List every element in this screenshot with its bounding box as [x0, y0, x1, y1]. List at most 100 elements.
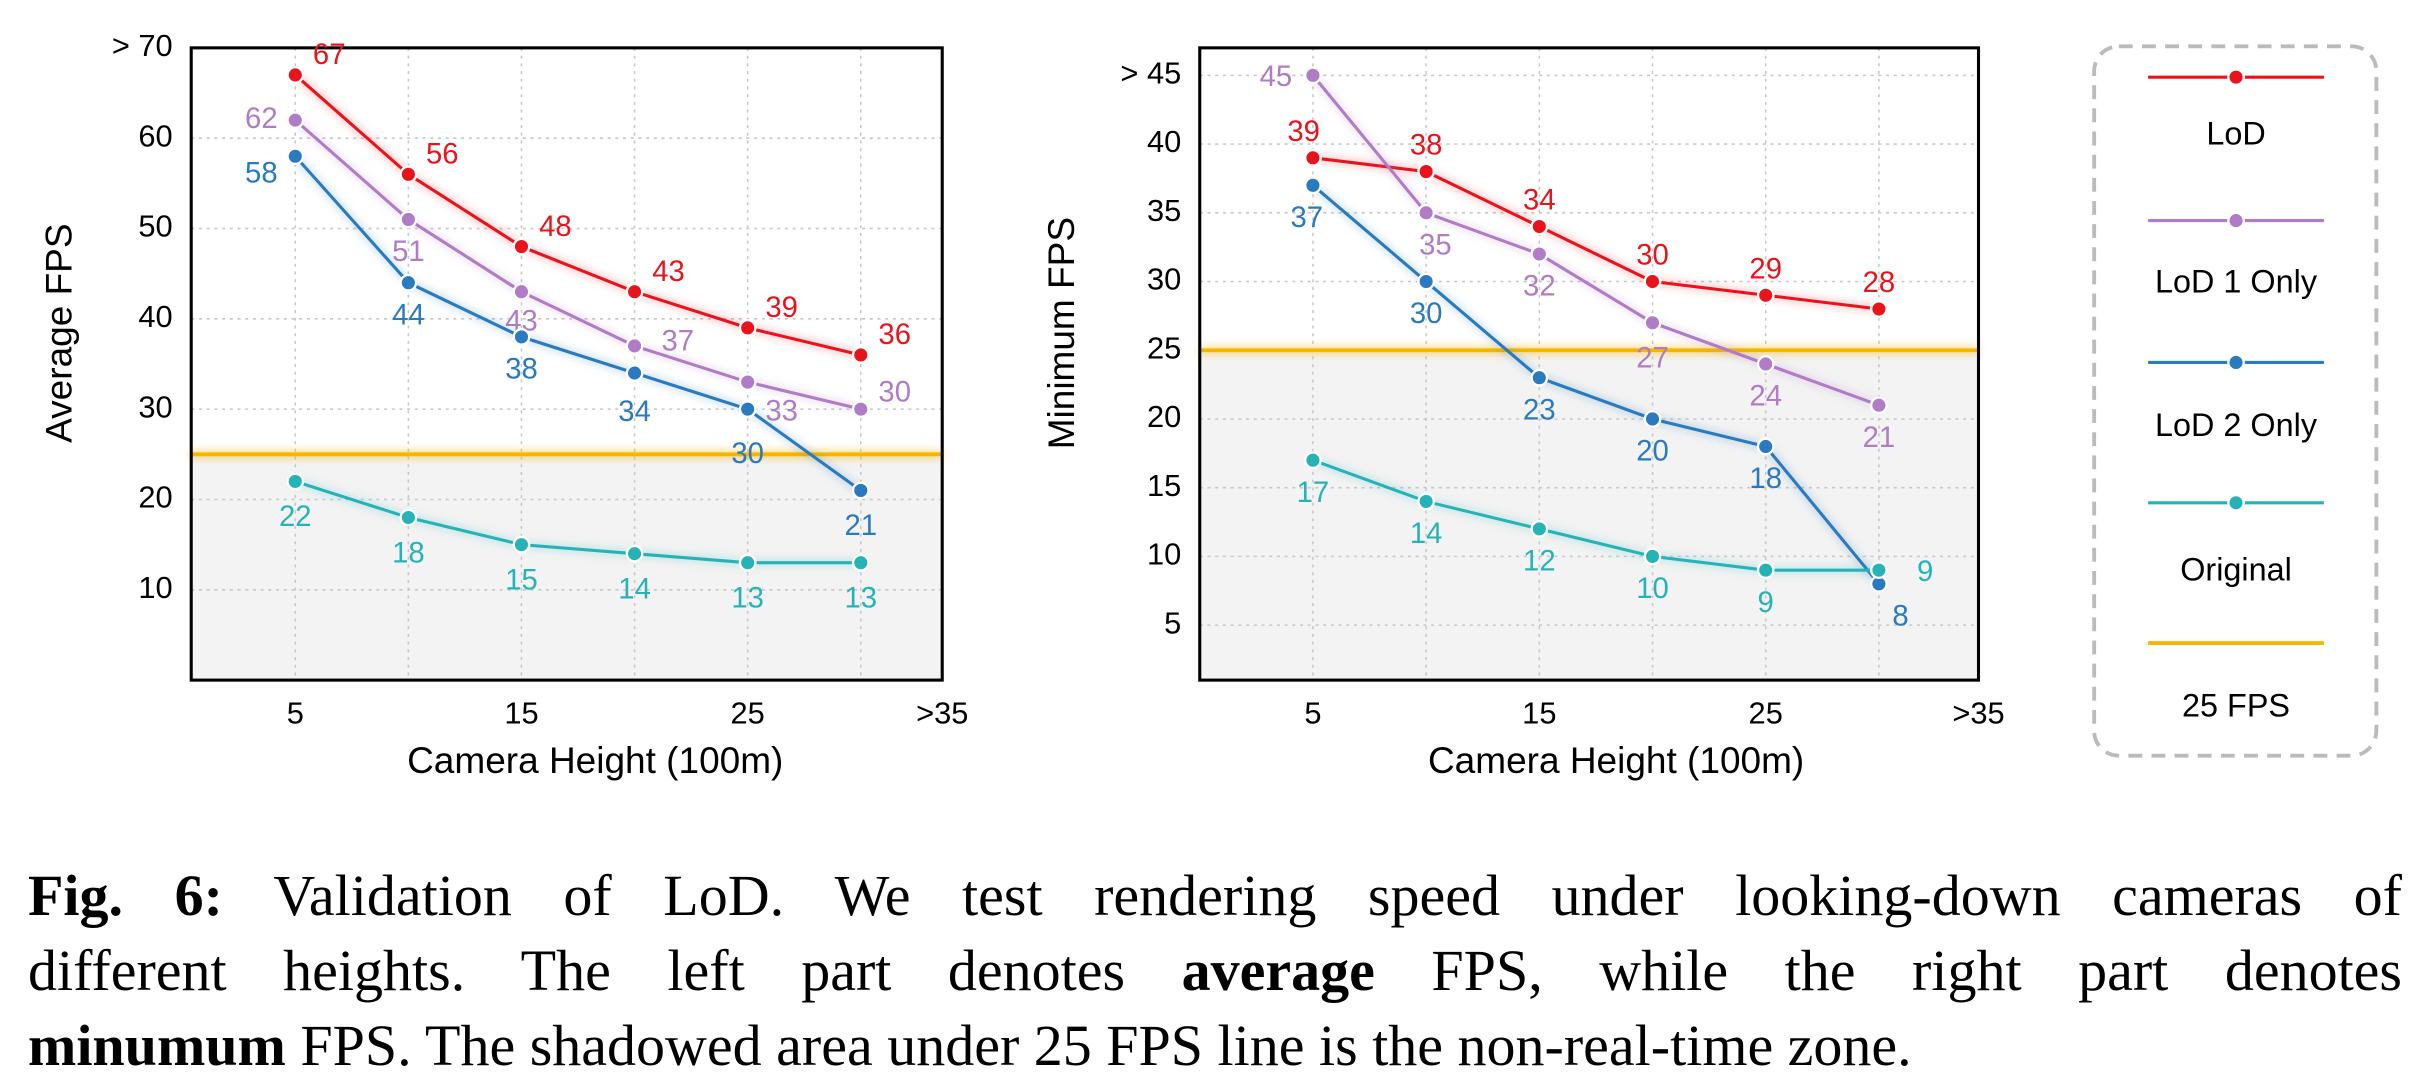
data-point [1304, 176, 1322, 195]
data-label: 39 [765, 291, 798, 324]
data-label: 20 [1636, 435, 1669, 468]
data-label: 37 [1290, 201, 1323, 234]
data-point [512, 535, 531, 554]
y-tick-label: 5 [1164, 605, 1181, 640]
legend-swatch-marker [2227, 493, 2245, 512]
data-label: 34 [1523, 184, 1556, 217]
data-label: 44 [392, 298, 425, 331]
y-tick-label: 50 [138, 209, 172, 244]
legend-swatch-marker [2227, 68, 2245, 87]
y-tick-label: 25 [1147, 330, 1181, 365]
series-line [1312, 458, 1879, 572]
data-point [625, 282, 644, 301]
x-tick-label: 5 [1304, 696, 1321, 731]
y-tick-label: 10 [138, 570, 172, 605]
data-point [851, 346, 870, 364]
y-tick-label: 10 [1147, 537, 1181, 572]
caption-bold: minumum [28, 1013, 286, 1078]
data-point [1530, 217, 1549, 236]
data-label: 18 [1749, 462, 1782, 495]
legend-label: LoD 2 Only [2155, 407, 2318, 443]
data-label: 37 [661, 325, 694, 358]
data-point [399, 210, 418, 229]
caption-text: different heights. The left part denotes [28, 938, 1182, 1003]
x-tick-label: >35 [916, 696, 968, 731]
data-label: 62 [245, 102, 278, 135]
data-point [738, 373, 757, 391]
data-label: 13 [731, 581, 764, 614]
data-point [286, 147, 305, 166]
data-label: 58 [245, 156, 278, 189]
data-label: 14 [1410, 517, 1443, 550]
y-tick-label: 60 [138, 118, 172, 153]
data-point [512, 328, 531, 346]
y-tick-label: 20 [1147, 399, 1181, 434]
legend-label: 25 FPS [2182, 687, 2290, 723]
caption-text: FPS. The shadowed area under 25 FPS line… [285, 1013, 1912, 1078]
data-label: 21 [1863, 421, 1896, 454]
data-point [1417, 162, 1435, 181]
data-point [399, 508, 418, 527]
y-tick-label: 15 [1147, 468, 1181, 503]
series-line [1311, 184, 1881, 585]
data-label: 56 [426, 138, 459, 171]
data-point [1756, 561, 1775, 580]
data-point [1304, 148, 1322, 167]
data-label: 48 [539, 210, 572, 243]
data-label: 51 [392, 235, 425, 268]
legend-swatch-marker [2227, 353, 2245, 372]
non-real-time-zone [191, 454, 943, 681]
legend-swatch-marker [2227, 211, 2245, 230]
data-point [512, 282, 531, 301]
data-point [1530, 520, 1549, 538]
data-label: 22 [279, 500, 312, 533]
y-tick-label: 40 [138, 299, 172, 334]
data-label: 39 [1287, 115, 1320, 148]
caption-line: Fig. 6: Validation of LoD. We test rende… [28, 858, 2402, 933]
plot: 5 10 15 20 25 30 35 40 > 45 5 15 25 >35 Camera Height… [1040, 46, 2005, 781]
data-label: 24 [1749, 380, 1782, 413]
data-label: 14 [618, 572, 651, 605]
data-label: 29 [1749, 252, 1782, 285]
data-label: 67 [313, 38, 346, 71]
data-label: 30 [731, 437, 764, 470]
data-label: 32 [1523, 270, 1556, 303]
data-point [1870, 561, 1888, 580]
legend-label: LoD 1 Only [2155, 263, 2318, 299]
data-point [1643, 547, 1662, 566]
data-label: 38 [1410, 129, 1443, 162]
data-label: 43 [652, 255, 685, 288]
data-label: 38 [505, 353, 538, 386]
caption-text: Validation of LoD. We test rendering spe… [222, 863, 2402, 928]
data-label: 45 [1260, 60, 1293, 93]
legend-label: Original [2180, 552, 2292, 588]
x-tick-label: >35 [1952, 696, 2004, 731]
data-label: 21 [844, 509, 877, 542]
data-point [625, 337, 644, 355]
data-point [738, 318, 757, 337]
plot-frame [189, 46, 944, 682]
plot-frame [1198, 46, 1981, 682]
data-point [286, 472, 305, 491]
data-label: 12 [1523, 545, 1556, 578]
data-point [1756, 355, 1775, 373]
data-point [1417, 203, 1435, 222]
y-tick-label: 30 [138, 389, 172, 424]
x-tick-label: 15 [504, 696, 538, 731]
data-point [1643, 410, 1662, 428]
series-line [294, 73, 862, 357]
caption: Fig. 6: Validation of LoD. We test rende… [28, 858, 2402, 1083]
caption-line: minumum FPS. The shadowed area under 25 … [28, 1008, 2402, 1083]
data-label: 36 [878, 318, 911, 351]
series-line [1311, 74, 1880, 407]
data-point [399, 273, 418, 292]
caption-bold: Fig. 6: [28, 863, 223, 928]
data-point [738, 400, 757, 419]
series-line [294, 479, 861, 565]
x-tick-label: 5 [287, 696, 304, 731]
data-label: 30 [878, 375, 911, 408]
data-label: 17 [1297, 476, 1330, 509]
